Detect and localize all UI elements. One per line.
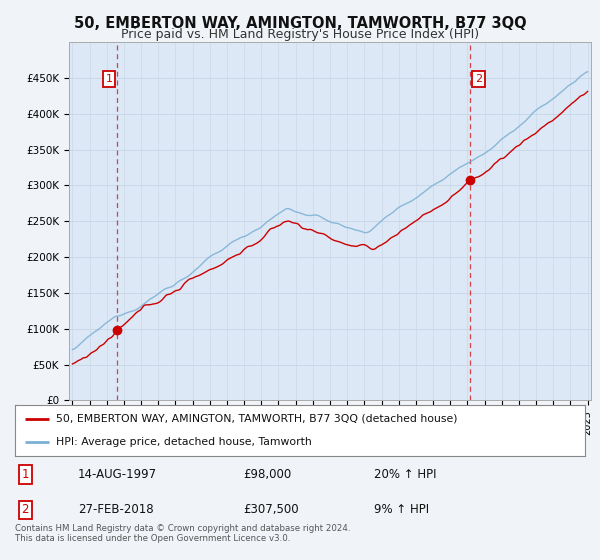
Text: 1: 1: [22, 468, 29, 482]
Text: HPI: Average price, detached house, Tamworth: HPI: Average price, detached house, Tamw…: [56, 437, 312, 447]
Text: Contains HM Land Registry data © Crown copyright and database right 2024.
This d: Contains HM Land Registry data © Crown c…: [15, 524, 350, 543]
Text: 1: 1: [106, 74, 112, 84]
Text: 20% ↑ HPI: 20% ↑ HPI: [374, 468, 437, 482]
Text: 14-AUG-1997: 14-AUG-1997: [78, 468, 157, 482]
Text: 2: 2: [22, 503, 29, 516]
Text: 50, EMBERTON WAY, AMINGTON, TAMWORTH, B77 3QQ (detached house): 50, EMBERTON WAY, AMINGTON, TAMWORTH, B7…: [56, 414, 458, 424]
Text: 2: 2: [475, 74, 482, 84]
Text: Price paid vs. HM Land Registry's House Price Index (HPI): Price paid vs. HM Land Registry's House …: [121, 28, 479, 41]
Text: £98,000: £98,000: [243, 468, 291, 482]
Text: £307,500: £307,500: [243, 503, 299, 516]
Text: 50, EMBERTON WAY, AMINGTON, TAMWORTH, B77 3QQ: 50, EMBERTON WAY, AMINGTON, TAMWORTH, B7…: [74, 16, 526, 31]
Text: 27-FEB-2018: 27-FEB-2018: [78, 503, 154, 516]
Text: 9% ↑ HPI: 9% ↑ HPI: [374, 503, 429, 516]
